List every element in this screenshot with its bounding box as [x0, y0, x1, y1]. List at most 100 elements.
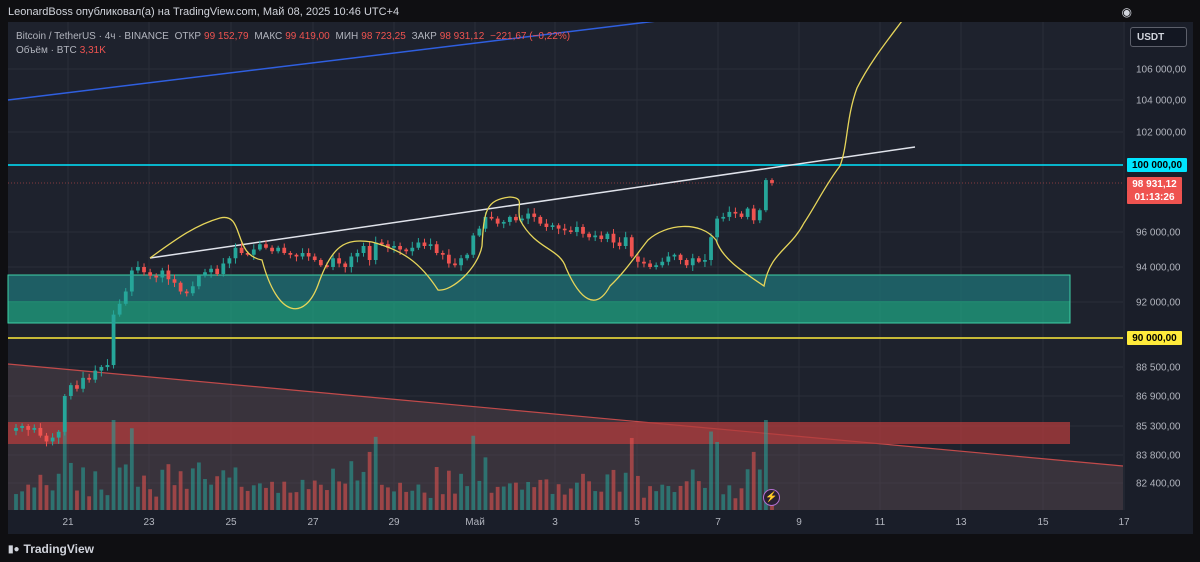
candles — [14, 178, 774, 447]
volume-bar — [166, 464, 171, 510]
volume-bar — [715, 442, 720, 510]
volume-bar — [489, 492, 494, 510]
candle-body — [154, 275, 159, 278]
candle-body — [282, 247, 287, 253]
candle-body — [203, 272, 207, 276]
volume-bar — [184, 488, 189, 510]
volume-bar — [465, 486, 470, 510]
volume-bar — [300, 479, 305, 510]
candle-body — [50, 437, 55, 442]
candle-body — [562, 228, 567, 231]
ascending-resistance-line[interactable] — [149, 146, 916, 259]
symbol-label[interactable]: Bitcoin / TetherUS · 4ч · BINANCE — [16, 31, 169, 42]
time-tick-label: 29 — [388, 517, 400, 528]
candle-body — [648, 263, 652, 267]
candle-body — [68, 385, 73, 396]
candle-body — [544, 223, 549, 227]
volume-bar — [105, 495, 110, 510]
volume-bar — [654, 491, 659, 510]
time-tick-label: 25 — [225, 517, 237, 528]
candle-body — [459, 258, 463, 266]
candle-body — [635, 256, 640, 262]
low-label: МИН — [335, 31, 359, 42]
volume-bar — [757, 469, 762, 510]
price-tick-label: 88 500,00 — [1136, 363, 1181, 374]
candle-body — [172, 279, 177, 283]
price-tick-label: 94 000,00 — [1136, 263, 1181, 274]
volume-bar — [148, 489, 153, 510]
candle-body — [215, 268, 220, 274]
volume-bar — [325, 490, 329, 510]
flash-icon[interactable]: ⚡ — [763, 489, 780, 506]
candle-body — [343, 263, 348, 267]
supply-zone — [8, 422, 1070, 444]
volume-bar — [428, 497, 433, 510]
volume-bar — [75, 490, 79, 510]
currency-selector[interactable]: USDT — [1130, 27, 1187, 47]
volume-bar — [629, 437, 634, 510]
volume-bar — [14, 494, 18, 510]
volume-bar — [26, 484, 31, 510]
volume-bar — [312, 480, 317, 510]
candle-body — [386, 244, 390, 248]
candle-body — [672, 254, 677, 257]
time-tick-label: 21 — [62, 517, 74, 528]
volume-bar — [581, 473, 585, 510]
volume-bar — [745, 469, 750, 510]
candle-body — [318, 260, 323, 266]
volume-bar — [81, 467, 85, 510]
candle-body — [56, 431, 61, 438]
volume-bar — [117, 467, 122, 510]
candle-body — [251, 249, 256, 255]
price-tick-label: 85 300,00 — [1136, 422, 1181, 433]
demand-zone-upper — [8, 275, 1070, 301]
price-tick-label: 96 000,00 — [1136, 228, 1181, 239]
volume-bar — [203, 479, 207, 510]
candle-body — [623, 237, 628, 246]
blue-trendline[interactable] — [7, 22, 665, 101]
volume-bar — [99, 489, 104, 510]
volume-bar — [575, 482, 579, 510]
volume-bar — [306, 489, 311, 510]
candle-body — [770, 180, 774, 183]
volume-bar — [270, 481, 274, 510]
volume-bar — [245, 490, 250, 510]
volume-bar — [294, 492, 299, 510]
tradingview-logo[interactable]: ▮● TradingView — [8, 542, 94, 556]
candle-body — [416, 242, 421, 248]
camera-icon[interactable]: ◉ — [1121, 5, 1132, 19]
candle-body — [233, 247, 238, 259]
volume-bar — [50, 490, 55, 510]
candle-body — [75, 385, 79, 389]
volume-label: Объём · BTC — [16, 45, 77, 56]
volume-bar — [501, 486, 506, 510]
countdown-tag: 01:13:26 — [1127, 190, 1182, 204]
candle-body — [739, 213, 744, 217]
volume-bar — [251, 485, 256, 510]
candle-body — [757, 210, 762, 221]
candle-body — [605, 233, 610, 239]
volume-bar — [264, 487, 268, 510]
volume-bar — [587, 481, 591, 510]
candle-body — [355, 253, 360, 257]
volume-bar — [483, 457, 488, 510]
candle-body — [477, 228, 482, 236]
candle-body — [257, 244, 262, 250]
candle-body — [617, 242, 622, 246]
legend-ohlc: Bitcoin / TetherUS · 4ч · BINANCE ОТКР 99… — [16, 31, 573, 42]
candle-body — [660, 261, 665, 266]
candle-body — [294, 254, 299, 257]
chart-area[interactable]: 106 000,00 104 000,00 102 000,00 96 000,00 9… — [0, 22, 1200, 536]
candle-body — [99, 367, 104, 371]
volume-bar — [373, 436, 378, 510]
volume-bar — [440, 494, 445, 510]
volume-bar — [751, 451, 756, 510]
candle-body — [44, 435, 49, 442]
volume-bar — [349, 461, 354, 510]
candle-body — [465, 254, 470, 259]
candle-body — [550, 225, 555, 227]
candle-body — [117, 303, 122, 315]
candle-body — [178, 282, 183, 292]
volume-bar — [520, 489, 524, 510]
time-tick-label: 9 — [796, 517, 802, 528]
